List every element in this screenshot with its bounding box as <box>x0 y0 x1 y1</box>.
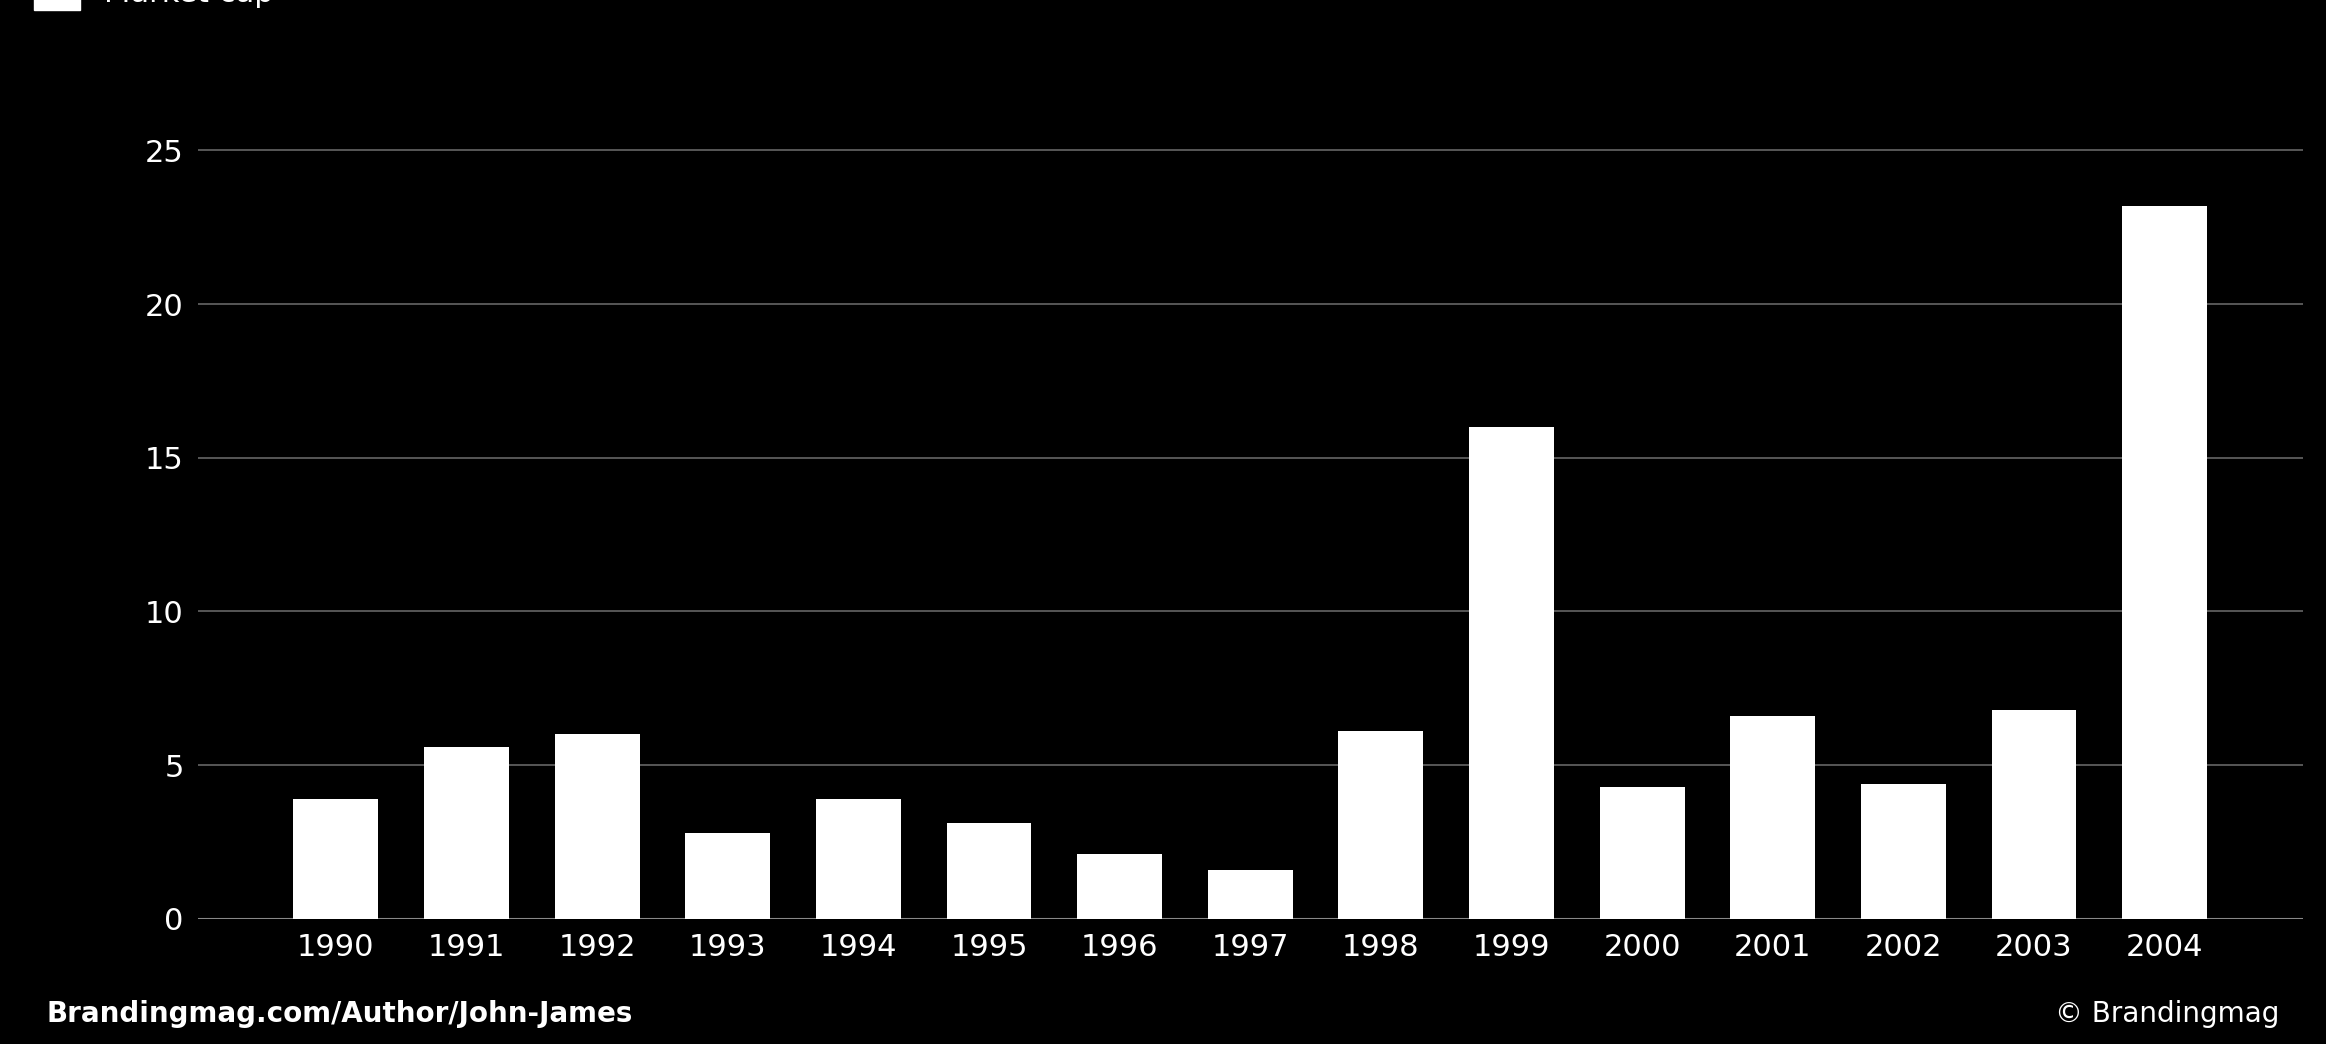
Bar <box>816 799 900 919</box>
Bar <box>1861 783 1947 919</box>
Bar <box>1991 710 2077 919</box>
Bar <box>293 799 379 919</box>
Bar <box>947 824 1030 919</box>
Bar <box>1077 854 1163 919</box>
Legend: Market cap: Market cap <box>35 0 274 10</box>
Bar <box>2121 206 2207 919</box>
Bar <box>554 734 640 919</box>
Bar <box>423 746 509 919</box>
Text: © Brandingmag: © Brandingmag <box>2056 1000 2279 1028</box>
Bar <box>1731 716 1814 919</box>
Bar <box>1470 427 1554 919</box>
Bar <box>1207 870 1293 919</box>
Bar <box>686 833 770 919</box>
Bar <box>1600 786 1684 919</box>
Bar <box>1337 731 1424 919</box>
Text: Brandingmag.com/Author/John-James: Brandingmag.com/Author/John-James <box>47 1000 633 1028</box>
